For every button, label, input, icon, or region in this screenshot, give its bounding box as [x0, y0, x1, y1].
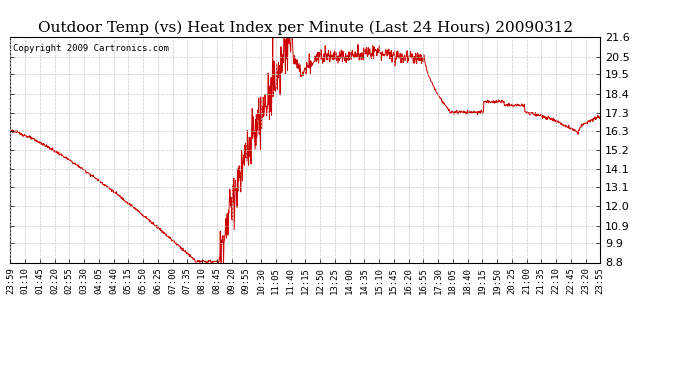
Title: Outdoor Temp (vs) Heat Index per Minute (Last 24 Hours) 20090312: Outdoor Temp (vs) Heat Index per Minute … — [38, 21, 573, 35]
Text: Copyright 2009 Cartronics.com: Copyright 2009 Cartronics.com — [13, 44, 169, 53]
